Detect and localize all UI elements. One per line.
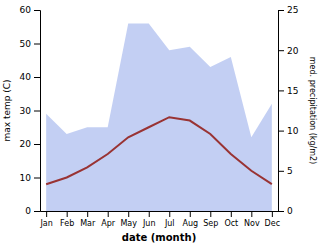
axis-line: [279, 11, 285, 212]
tick-label: 60: [20, 5, 32, 15]
tick-label: Feb: [60, 219, 74, 228]
tick: 0: [25, 206, 40, 216]
tick: Nov: [244, 211, 260, 228]
tick: 50: [20, 39, 40, 49]
tick: Aug: [182, 211, 198, 228]
y-axis: 0 10 20 30 40 50 60: [20, 5, 41, 216]
x-axis: Jan Feb Mar Apr May Jun Jul Aug Sep Oct Nov Dec: [39, 211, 280, 228]
tick-label: 30: [20, 106, 32, 116]
tick-mark: [34, 211, 40, 212]
tick-label: Jan: [39, 219, 52, 228]
tick: Dec: [265, 211, 280, 228]
tick-label: 20: [20, 139, 32, 149]
tick: 10: [278, 126, 299, 136]
tick: Jul: [164, 211, 175, 228]
tick-mark: [34, 77, 40, 78]
tick: 60: [20, 5, 40, 15]
tick: 15: [278, 86, 298, 96]
tick-mark: [231, 211, 232, 217]
tick-label: 40: [20, 72, 32, 82]
tick-mark: [46, 211, 47, 217]
tick-label: Nov: [244, 219, 260, 228]
plot: Jan Feb Mar Apr May Jun Jul Aug Sep Oct Nov Dec 0 10 2…: [20, 5, 299, 227]
axis-line: [34, 11, 41, 212]
tick-label: 0: [25, 206, 31, 216]
tick-label: Oct: [224, 219, 238, 228]
tick-mark: [251, 211, 252, 217]
tick-label: 10: [20, 173, 32, 183]
tick-label: Jul: [164, 219, 175, 228]
tick-mark: [169, 211, 170, 217]
tick-label: 25: [287, 5, 298, 15]
tick-label: 0: [287, 206, 293, 216]
marks: [46, 23, 272, 211]
tick-label: 5: [287, 166, 293, 176]
tick: Feb: [60, 211, 74, 228]
tick-label: Jun: [142, 219, 156, 228]
tick: Jun: [142, 211, 156, 228]
tick-mark: [278, 50, 284, 51]
y2-axis-title: med. precipitation (kg/m2): [308, 57, 317, 164]
tick-mark: [272, 211, 273, 217]
tick: Oct: [224, 211, 238, 228]
tick: 10: [20, 173, 40, 183]
line: [46, 117, 272, 184]
tick-mark: [108, 211, 109, 217]
tick-label: 15: [287, 86, 298, 96]
tick: May: [120, 211, 137, 228]
tick-mark: [278, 90, 284, 91]
tick: Mar: [80, 211, 96, 228]
tick-label: Apr: [101, 219, 116, 228]
tick-mark: [34, 144, 40, 145]
x-axis-title: date (month): [122, 232, 196, 243]
tick: 5: [278, 166, 293, 176]
tick-label: May: [120, 219, 137, 228]
tick: 25: [278, 5, 298, 15]
tick-label: 10: [287, 126, 299, 136]
tick-mark: [34, 111, 40, 112]
tick-mark: [67, 211, 68, 217]
area: [46, 23, 272, 211]
tick-label: Dec: [265, 219, 280, 228]
tick-mark: [278, 211, 284, 212]
tick-mark: [149, 211, 150, 217]
tick-mark: [34, 44, 40, 45]
tick: 30: [20, 106, 40, 116]
y-axis-title: max temp (C): [2, 79, 12, 141]
tick: 0: [278, 206, 293, 216]
tick-label: Sep: [203, 219, 218, 228]
axis-line: [41, 211, 279, 212]
tick-mark: [278, 131, 284, 132]
tick-label: 50: [20, 39, 32, 49]
chart: Jan Feb Mar Apr May Jun Jul Aug Sep Oct Nov Dec 0 10 2…: [0, 0, 318, 247]
tick-mark: [34, 10, 40, 11]
tick: Jan: [39, 211, 52, 228]
tick-mark: [278, 171, 284, 172]
tick: 40: [20, 72, 40, 82]
tick-mark: [210, 211, 211, 217]
tick: Apr: [101, 211, 116, 228]
tick-label: Mar: [80, 219, 96, 228]
tick-label: 20: [287, 46, 299, 56]
tick-mark: [190, 211, 191, 217]
tick: Sep: [203, 211, 218, 228]
tick-mark: [34, 178, 40, 179]
tick-mark: [278, 10, 284, 11]
tick-mark: [128, 211, 129, 217]
tick-mark: [87, 211, 88, 217]
y2-axis: 0 5 10 15 20 25: [278, 5, 299, 216]
tick-label: Aug: [182, 219, 198, 228]
tick: 20: [278, 46, 299, 56]
tick: 20: [20, 139, 40, 149]
